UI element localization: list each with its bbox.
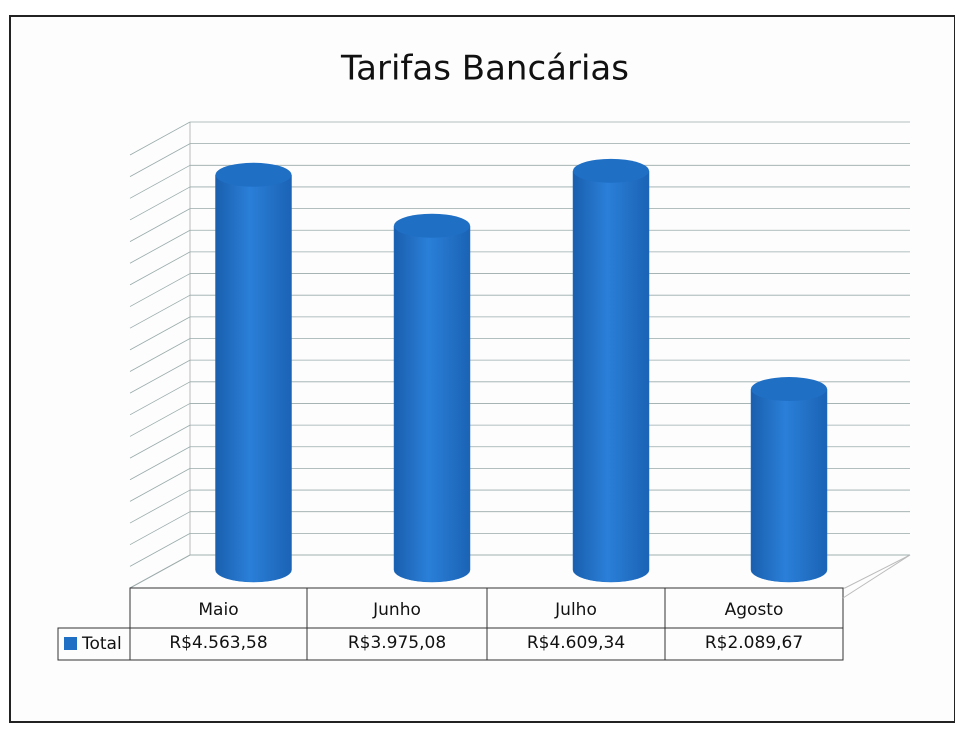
side-grid-line bbox=[129, 511, 191, 546]
side-grid-line bbox=[129, 403, 191, 437]
category-label: Julho bbox=[554, 600, 597, 620]
side-grid-line bbox=[129, 316, 191, 351]
legend-key bbox=[64, 637, 77, 650]
side-grid-line bbox=[129, 489, 191, 524]
category-label: Junho bbox=[372, 600, 421, 620]
side-grid-line bbox=[129, 273, 191, 307]
value-label: R$2.089,67 bbox=[705, 633, 803, 653]
frame bbox=[9, 15, 955, 723]
bar-top bbox=[751, 377, 827, 402]
bar bbox=[393, 225, 471, 583]
side-grid-line bbox=[129, 359, 191, 394]
side-grid-line bbox=[129, 251, 191, 286]
side-grid-line bbox=[129, 143, 191, 178]
side-grid-line bbox=[129, 229, 191, 264]
chart-title: Tarifas Bancárias bbox=[340, 49, 629, 89]
side-grid-line bbox=[129, 381, 191, 416]
side-grid-line bbox=[129, 468, 191, 502]
side-grid-line bbox=[129, 424, 191, 459]
value-label: R$4.609,34 bbox=[527, 633, 625, 653]
table-value-row bbox=[57, 627, 844, 661]
bar bbox=[215, 174, 292, 583]
side-grid-line bbox=[129, 554, 191, 589]
side-grid-line bbox=[129, 186, 191, 221]
bar-top bbox=[573, 158, 649, 183]
category-label: Maio bbox=[198, 600, 238, 620]
bar bbox=[572, 170, 650, 583]
side-grid-line bbox=[129, 532, 191, 567]
bar bbox=[750, 388, 828, 583]
category-label: Agosto bbox=[725, 600, 784, 620]
side-edge bbox=[842, 554, 911, 599]
side-grid-line bbox=[129, 121, 191, 156]
value-label: R$3.975,08 bbox=[348, 633, 446, 653]
bar-top bbox=[215, 162, 292, 187]
side-grid-line bbox=[129, 338, 191, 372]
side-grid-line bbox=[129, 164, 191, 199]
legend-label: Total bbox=[81, 634, 122, 654]
value-label: R$4.563,58 bbox=[169, 633, 267, 653]
side-grid-line bbox=[129, 446, 191, 481]
side-grid-line bbox=[129, 294, 191, 329]
bar-top bbox=[394, 213, 470, 238]
side-grid-line bbox=[129, 208, 191, 242]
